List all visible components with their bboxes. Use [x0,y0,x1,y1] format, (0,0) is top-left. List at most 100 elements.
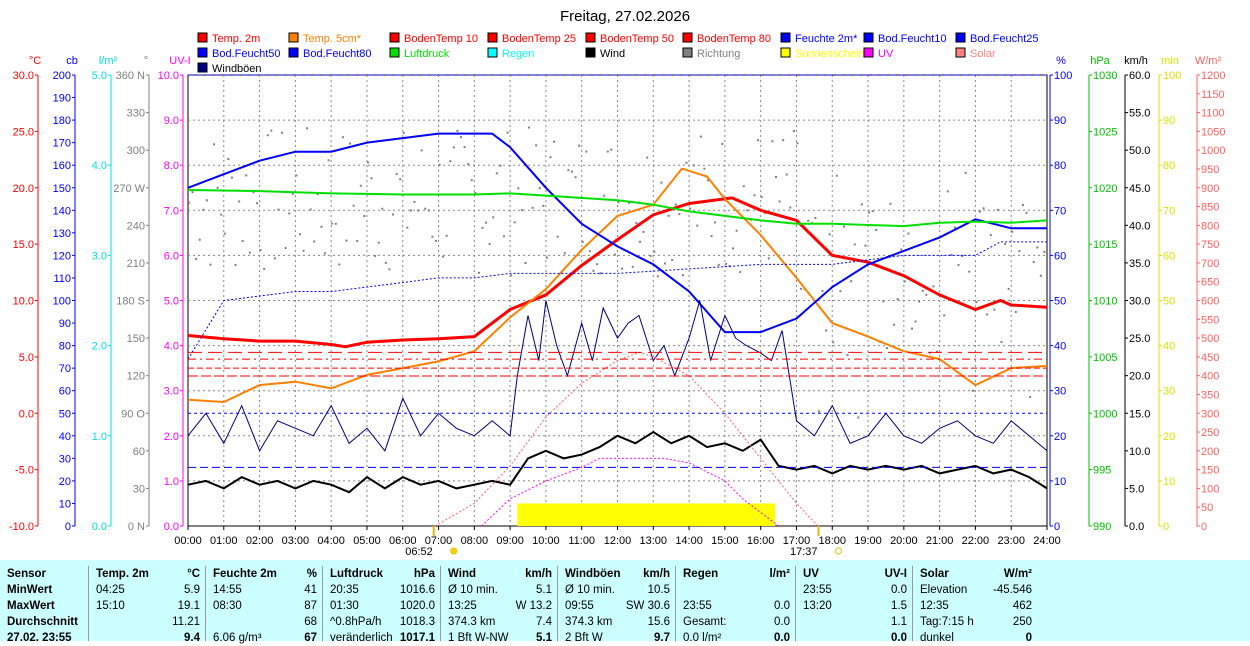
direction-point [538,187,541,190]
direction-point [259,248,262,251]
direction-point [188,201,190,204]
direction-point [213,143,216,146]
direction-point [982,207,985,210]
x-tick-label: 15:00 [711,535,739,547]
axis-tick-label: 5.0 [1129,483,1144,495]
cell-label: UV [803,568,819,580]
legend-swatch [197,32,208,43]
axis-tick-label: 1020 [1093,183,1117,195]
direction-point [506,131,509,134]
x-tick-label: 03:00 [282,535,310,547]
legend-label: BodenTemp 80 [697,33,771,45]
direction-point [216,186,219,189]
direction-point [499,164,502,167]
direction-point [245,174,248,177]
axis-tick-label: 0.0 [92,521,107,533]
direction-point [252,191,255,194]
direction-point [885,347,888,350]
direction-point [703,167,706,170]
direction-point [978,210,981,213]
table-column: Windböen km/h Ø 10 min. 10.5 09:55 SW 30.6 374… [557,566,676,644]
legend-swatch [197,47,208,58]
direction-point [957,263,960,266]
direction-point [821,290,824,293]
direction-point [621,267,624,270]
axis-tick-label: 100 [53,296,71,308]
cell-value: 1016.6 [399,584,435,596]
axis-tick-label: 1050 [1201,126,1225,138]
x-tick-label: 04:00 [317,535,345,547]
cell-value: 15.6 [647,616,670,628]
table-header: Temp. 2m °C [89,566,206,582]
direction-point [1043,250,1046,253]
cell-label: Ø 10 min. [565,584,615,596]
direction-point [442,255,445,258]
table-row: 23:55 0.0 [676,598,796,614]
table-column: Regen l/m² 23:55 0.0 Gesamt: 0.0 0.0 l/m² 0.0 [675,566,796,644]
axis-tick-label: 995 [1093,465,1111,477]
direction-point [195,258,198,261]
direction-point [327,159,330,162]
axis-unit-label: km/h [1124,55,1148,67]
direction-point [1036,246,1039,249]
direction-point [281,131,284,134]
direction-point [996,208,999,211]
table-header: Wind km/h [441,566,558,582]
cell-label: Solar [920,568,949,580]
cell-label: 14:55 [213,584,242,596]
direction-point [692,164,695,167]
axis-tick-label: 500 [1201,333,1219,345]
legend-swatch [863,32,874,43]
table-column: Temp. 2m °C 04:25 5.9 15:10 19.1 11.21 9.4 [88,566,206,644]
direction-point [502,235,505,238]
x-tick-label: 00:00 [174,535,202,547]
axis-tick-label: 10.0 [13,296,34,308]
axis-tick-label: 1000 [1201,145,1225,157]
table-header: Feuchte 2m% [206,566,323,582]
axis-tick-label: 850 [1201,202,1219,214]
cell-label: 20:35 [330,584,359,596]
axis-tick-label: 10 [1163,476,1175,488]
x-tick-label: 22:00 [962,535,990,547]
cell-label: MinWert [7,584,53,596]
direction-point [227,157,230,160]
cell-value: 9.7 [654,632,670,644]
direction-point [284,247,287,250]
direction-point [857,416,860,419]
axis-tick-label: 10 [59,498,71,510]
axis-tick-label: 330 [127,108,145,120]
cell-label: Durchschnitt [7,616,78,628]
direction-point [860,203,863,206]
direction-point [381,207,384,210]
table-row [676,582,796,598]
table-row: veränderlich 1017.1 [323,630,441,646]
table-row: MaxWert [0,598,88,614]
cell-value: °C [187,568,200,580]
table-row: 13:20 1.5 [796,598,913,614]
series-feuchte-2m- [187,132,1047,334]
direction-point [324,252,327,255]
axis-tick-label: 0.0 [164,521,179,533]
axis-tick-label: 110 [53,273,71,285]
axis-tick-label: 7.0 [164,205,179,217]
table-header: Regen l/m² [676,566,796,582]
table-row: 01:30 1020.0 [323,598,441,614]
direction-point [671,259,674,262]
legend-swatch [955,32,966,43]
axis-tick-label: 30 [1054,386,1066,398]
cell-label: 23:55 [803,584,832,596]
series-temp-5cm- [187,167,1048,404]
direction-point [921,289,924,292]
cell-value: 9.4 [184,632,200,644]
legend-label: Wind [600,48,625,60]
sunshine-bar [517,503,775,526]
axis-tick-label: 2.0 [164,431,179,443]
legend-label: Bod.Feucht25 [970,33,1039,45]
axis-tick-label: 40 [59,431,71,443]
axis-tick-label: 25.0 [1129,333,1150,345]
cell-value: l/m² [769,568,790,580]
table-column: Wind km/h Ø 10 min. 5.1 13:25 W 13.2 374.3 km 7… [440,566,558,644]
legend-swatch [682,47,693,58]
direction-point [510,274,513,277]
direction-point [406,226,409,229]
